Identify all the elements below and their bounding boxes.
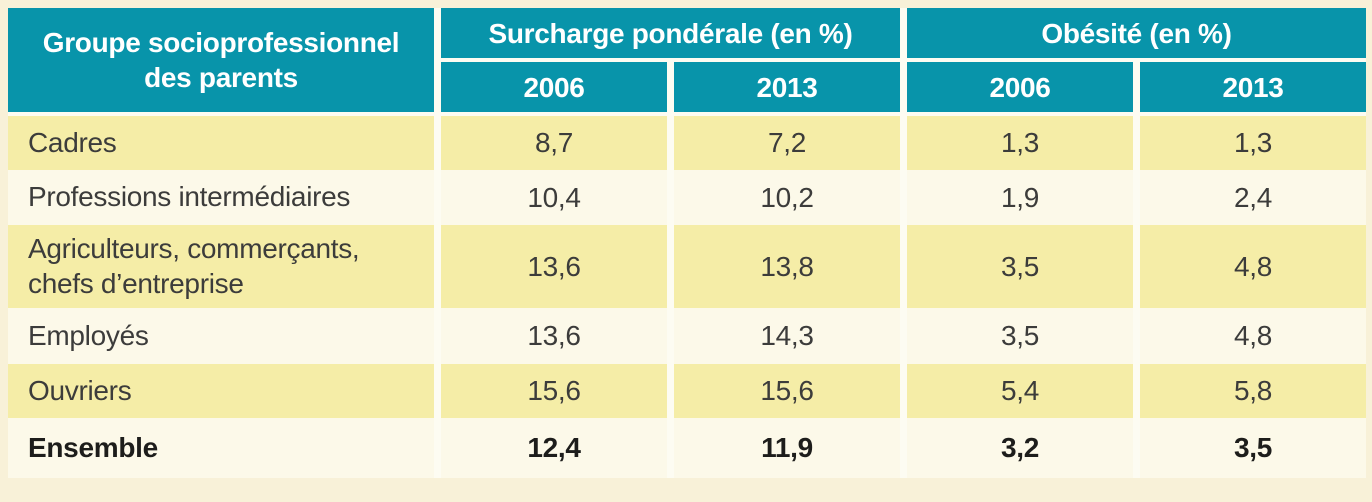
- cell-value: 2,4: [1140, 170, 1366, 225]
- cell-value: 1,9: [907, 170, 1133, 225]
- column-header-obesite: Obésité (en %): [907, 8, 1366, 58]
- column-header-obesite-2013: 2013: [1140, 62, 1366, 112]
- column-header-group-label: Groupe socioprofessionnel des parents: [8, 8, 434, 112]
- row-label-employes: Employés: [8, 308, 434, 364]
- statistics-table: Groupe socioprofessionnel des parents Su…: [8, 8, 1366, 478]
- cell-value: 10,4: [441, 170, 667, 225]
- cell-value: 15,6: [674, 364, 900, 418]
- cell-value: 10,2: [674, 170, 900, 225]
- cell-value: 13,6: [441, 308, 667, 364]
- cell-value: 4,8: [1140, 308, 1366, 364]
- cell-value: 8,7: [441, 116, 667, 170]
- cell-value: 1,3: [1140, 116, 1366, 170]
- cell-value: 1,3: [907, 116, 1133, 170]
- row-label-ouvriers: Ouvriers: [8, 364, 434, 418]
- row-label-professions-intermediaires: Professions intermédiaires: [8, 170, 434, 225]
- cell-value: 7,2: [674, 116, 900, 170]
- cell-value: 13,6: [441, 225, 667, 308]
- column-header-surcharge-2013: 2013: [674, 62, 900, 112]
- cell-value-total: 3,5: [1140, 418, 1366, 478]
- column-header-surcharge-2006: 2006: [441, 62, 667, 112]
- cell-value-total: 3,2: [907, 418, 1133, 478]
- cell-value: 5,4: [907, 364, 1133, 418]
- column-header-surcharge: Surcharge pondérale (en %): [441, 8, 900, 58]
- row-label-cadres: Cadres: [8, 116, 434, 170]
- cell-value-total: 11,9: [674, 418, 900, 478]
- row-label-ensemble: Ensemble: [8, 418, 434, 478]
- cell-value: 3,5: [907, 308, 1133, 364]
- cell-value: 15,6: [441, 364, 667, 418]
- cell-value: 14,3: [674, 308, 900, 364]
- cell-value: 5,8: [1140, 364, 1366, 418]
- cell-value: 3,5: [907, 225, 1133, 308]
- cell-value: 4,8: [1140, 225, 1366, 308]
- row-label-agriculteurs: Agriculteurs, commerçants, chefs d’entre…: [8, 225, 434, 308]
- cell-value-total: 12,4: [441, 418, 667, 478]
- column-header-obesite-2006: 2006: [907, 62, 1133, 112]
- cell-value: 13,8: [674, 225, 900, 308]
